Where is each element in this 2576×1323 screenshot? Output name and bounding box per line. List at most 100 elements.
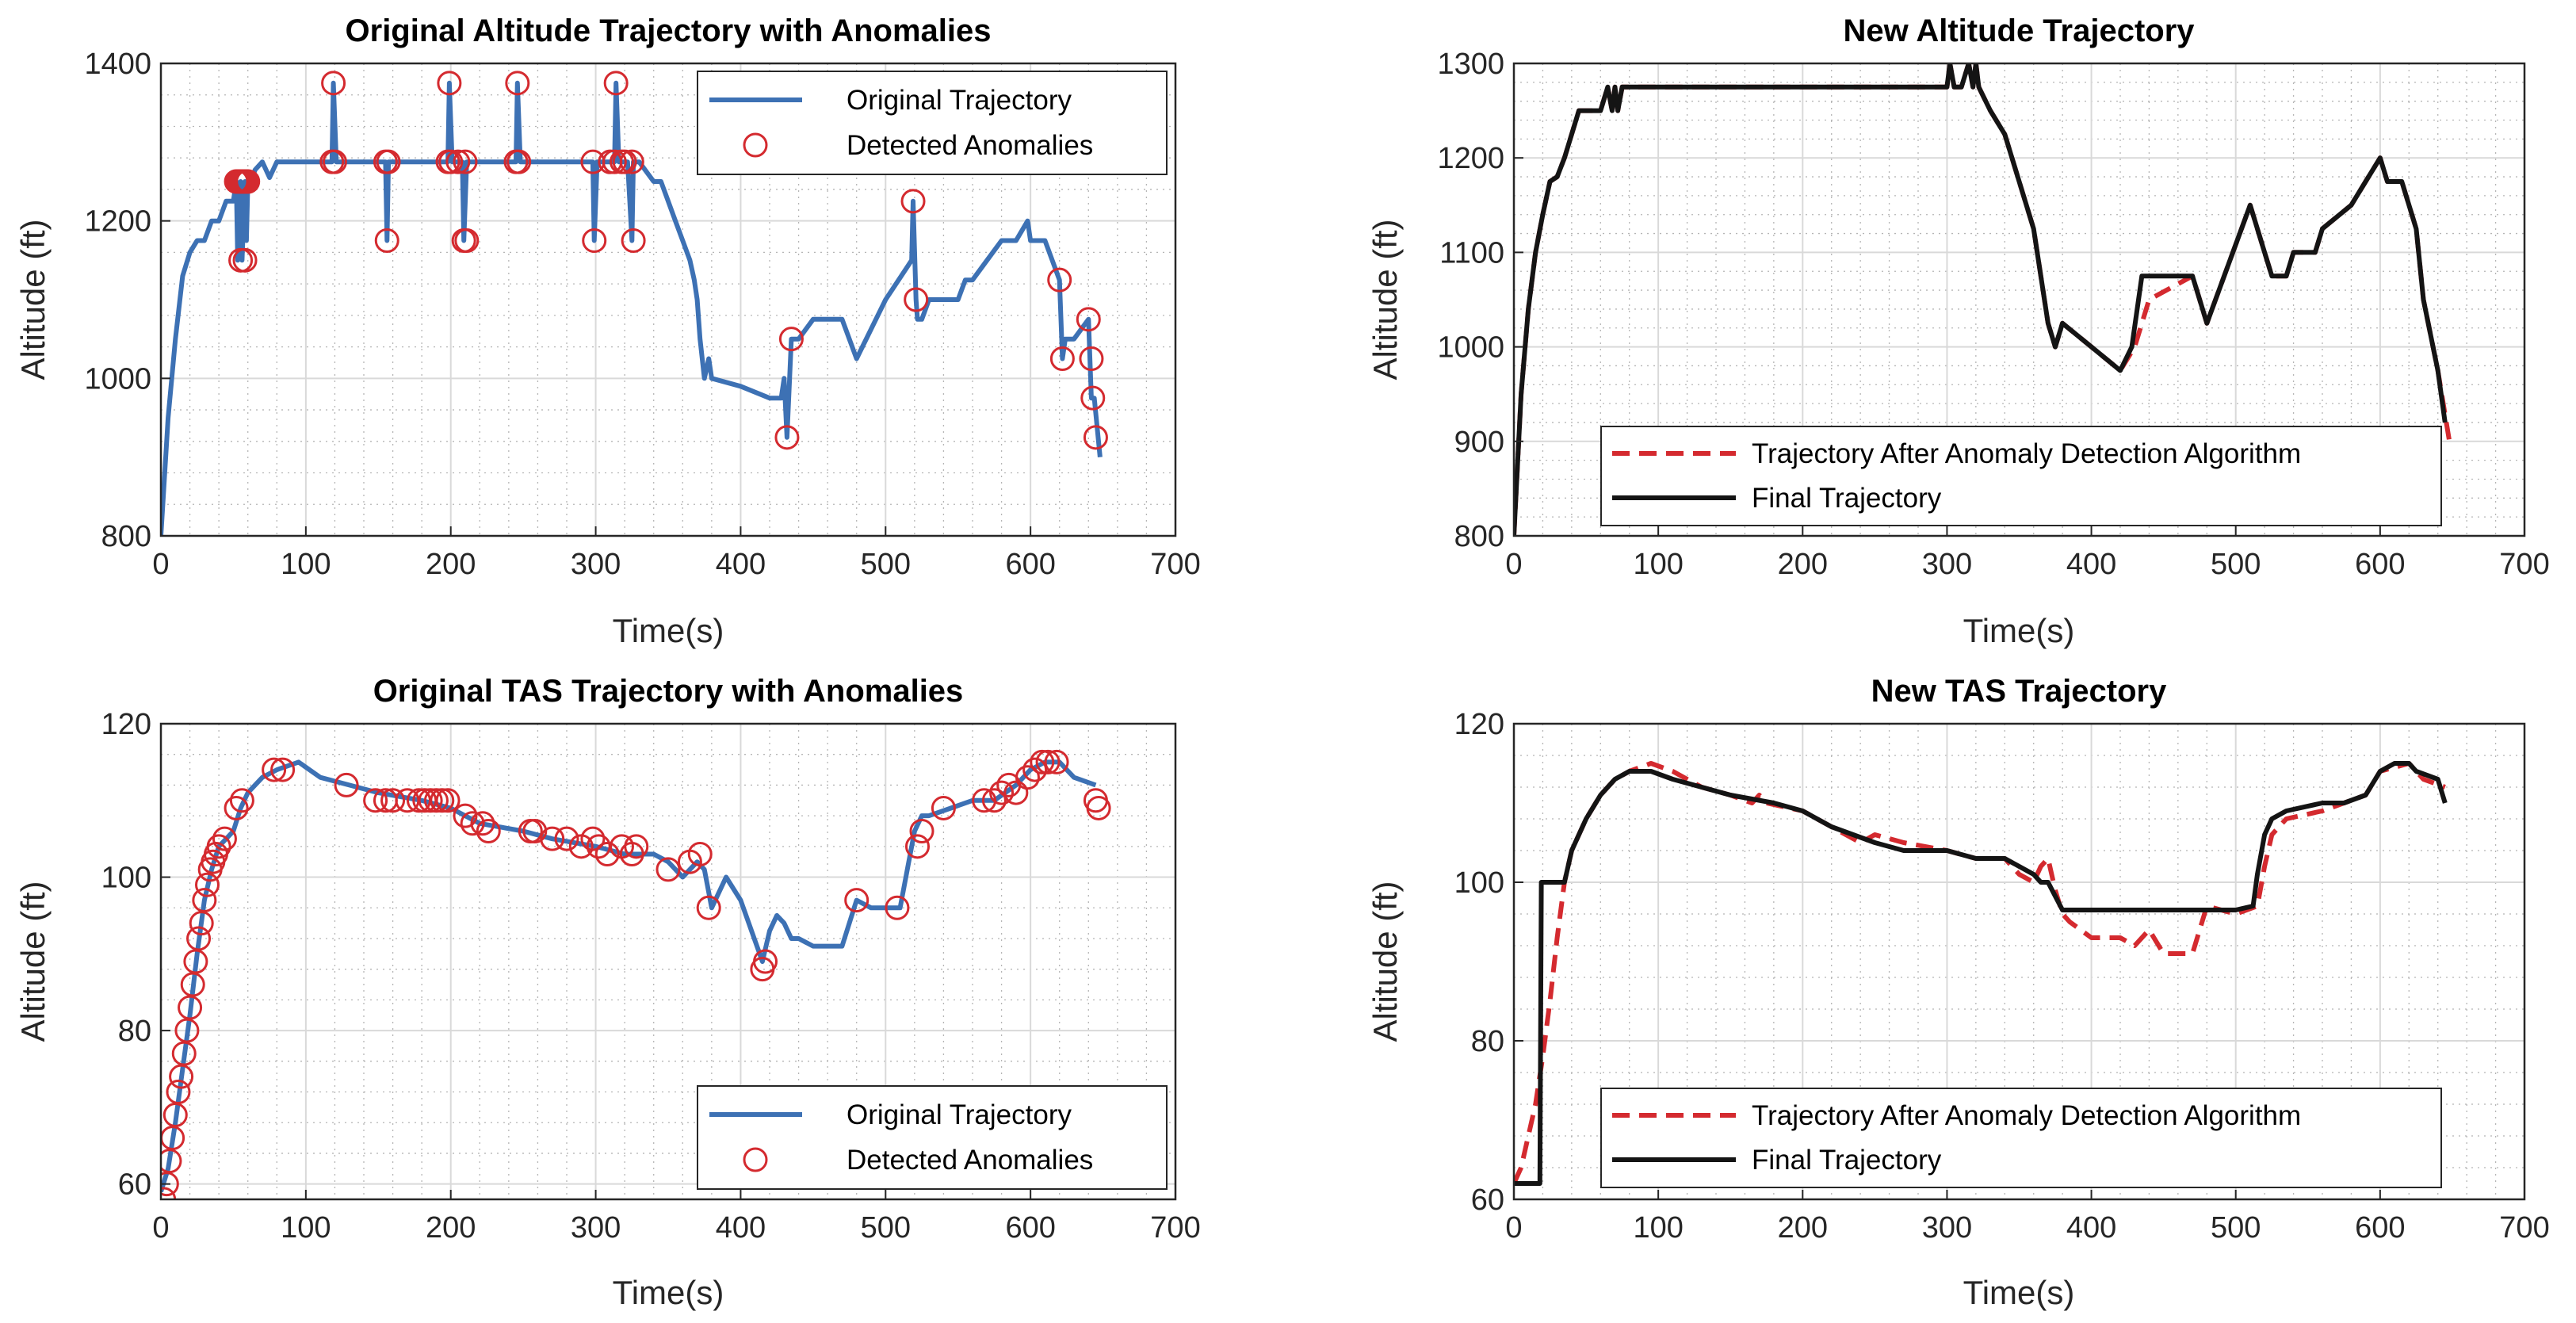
- x-tick-label: 300: [571, 1211, 621, 1245]
- series-group: [1514, 63, 2452, 536]
- anomaly-marker: [423, 788, 449, 813]
- anomaly-marker: [1049, 346, 1075, 371]
- anomaly-marker: [624, 834, 649, 859]
- anomaly-marker: [909, 818, 934, 843]
- x-tick-label: 0: [1505, 548, 1522, 581]
- x-tick-label: 600: [2355, 1211, 2405, 1245]
- anomaly-marker: [212, 826, 237, 851]
- series-line: [1514, 63, 2448, 536]
- anomaly-marker: [186, 926, 212, 951]
- anomaly-marker: [1022, 757, 1048, 782]
- legend-swatch-detected-anomalies: [743, 132, 768, 158]
- x-tick-label: 700: [1150, 1211, 1200, 1245]
- x-tick-label: 200: [426, 548, 476, 581]
- anomaly-marker: [931, 795, 956, 820]
- x-tick-label: 300: [1922, 1211, 1972, 1245]
- anomaly-marker: [195, 872, 220, 897]
- y-axis-label: Altitude (ft): [14, 881, 52, 1042]
- y-tick-label: 120: [101, 708, 151, 741]
- x-tick-label: 400: [2066, 1211, 2116, 1245]
- x-tick-label: 0: [152, 548, 169, 581]
- chart-title: New TAS Trajectory: [1871, 674, 2167, 709]
- anomaly-marker: [1083, 425, 1108, 450]
- x-tick-label: 200: [426, 1211, 476, 1245]
- series-group: [1514, 761, 2448, 1186]
- anomaly-marker: [696, 895, 721, 920]
- legend-box: [1600, 1088, 2442, 1188]
- anomaly-marker: [981, 788, 1007, 813]
- anomaly-marker: [603, 71, 629, 96]
- legend-label: Original Trajectory: [847, 85, 1072, 116]
- anomaly-marker: [904, 287, 929, 312]
- anomaly-marker: [900, 189, 926, 214]
- tick-labels: 0 100 200 300 400 500 600 700 60 80 100 120: [1454, 708, 2550, 1245]
- x-tick-label: 100: [1633, 1211, 1683, 1245]
- x-axis-label: Time(s): [1963, 612, 2075, 649]
- anomaly-marker: [753, 949, 778, 974]
- anomaly-marker: [554, 826, 579, 851]
- anomaly-marker: [619, 149, 644, 174]
- anomaly-marker: [235, 169, 261, 194]
- y-tick-label: 1200: [1437, 142, 1504, 175]
- legend-box: [697, 71, 1168, 175]
- anomaly-marker: [580, 826, 606, 851]
- y-tick-label: 900: [1454, 426, 1504, 459]
- legend-label: Detected Anomalies: [847, 130, 1093, 161]
- chart-panel-new-altitude: 0 100 200 300 400 500 600 700 800 900 1000 1100 1200…: [1366, 13, 2550, 649]
- axes-box: [1512, 722, 2526, 1201]
- tick-labels: 0 100 200 300 400 500 600 700 800 1000 1200 1400: [84, 48, 1200, 581]
- legend-label: Trajectory After Anomaly Detection Algor…: [1752, 1100, 2301, 1131]
- anomaly-marker: [844, 888, 869, 913]
- anomaly-marker: [582, 228, 607, 253]
- anomaly-marker: [453, 149, 478, 174]
- legend: Original Trajectory Detected Anomalies: [697, 71, 1168, 175]
- anomaly-marker: [270, 757, 296, 782]
- axes-box: [159, 62, 1177, 537]
- y-tick-label: 100: [1454, 866, 1504, 900]
- y-tick-label: 80: [118, 1015, 151, 1048]
- x-axis-label: Time(s): [613, 1274, 724, 1311]
- anomaly-marker: [321, 71, 346, 96]
- chart-panel-new-tas: 0 100 200 300 400 500 600 700 60 80 100 120 New TAS…: [1366, 674, 2550, 1311]
- anomaly-marker: [1035, 749, 1061, 774]
- x-tick-label: 500: [2211, 1211, 2261, 1245]
- legend-label: Trajectory After Anomaly Detection Algor…: [1752, 438, 2301, 469]
- legend-box: [697, 1085, 1168, 1190]
- x-axis-label: Time(s): [613, 612, 724, 649]
- anomaly-marker: [1047, 267, 1072, 293]
- anomaly-marker: [380, 788, 406, 813]
- anomaly-marker: [262, 757, 287, 782]
- x-tick-label: 400: [716, 548, 766, 581]
- x-tick-label: 600: [1005, 548, 1055, 581]
- axes-box: [1512, 62, 2526, 537]
- anomaly-marker: [612, 149, 637, 174]
- anomaly-marker: [460, 811, 485, 836]
- chart-title: New Altitude Trajectory: [1843, 13, 2195, 48]
- y-tick-label: 60: [1471, 1183, 1504, 1217]
- x-tick-label: 400: [716, 1211, 766, 1245]
- anomaly-marker: [594, 842, 620, 867]
- anomaly-marker: [476, 818, 501, 843]
- x-tick-label: 300: [1922, 548, 1972, 581]
- x-tick-label: 600: [1005, 1211, 1055, 1245]
- anomaly-marker: [1080, 385, 1106, 411]
- chart-title: Original TAS Trajectory with Anomalies: [373, 674, 964, 709]
- anomaly-marker: [602, 149, 627, 174]
- y-tick-label: 800: [1454, 520, 1504, 553]
- tick-labels: 0 100 200 300 400 500 600 700 800 900 1000 1100 1200…: [1437, 48, 2549, 581]
- legend: Trajectory After Anomaly Detection Algor…: [1600, 1088, 2442, 1188]
- x-tick-label: 100: [1633, 548, 1683, 581]
- x-tick-label: 500: [861, 548, 911, 581]
- anomaly-marker: [454, 228, 480, 253]
- x-axis-label: Time(s): [1963, 1274, 2075, 1311]
- anomaly-marker: [430, 788, 455, 813]
- anomaly-marker: [1003, 780, 1029, 805]
- anomaly-marker: [505, 71, 530, 96]
- y-tick-label: 60: [118, 1168, 151, 1202]
- anomaly-marker: [1015, 765, 1040, 790]
- x-tick-label: 500: [861, 1211, 911, 1245]
- anomaly-marker: [621, 228, 646, 253]
- x-tick-label: 200: [1778, 1211, 1828, 1245]
- series-group: [161, 749, 1111, 1199]
- anomaly-marker: [1076, 307, 1101, 332]
